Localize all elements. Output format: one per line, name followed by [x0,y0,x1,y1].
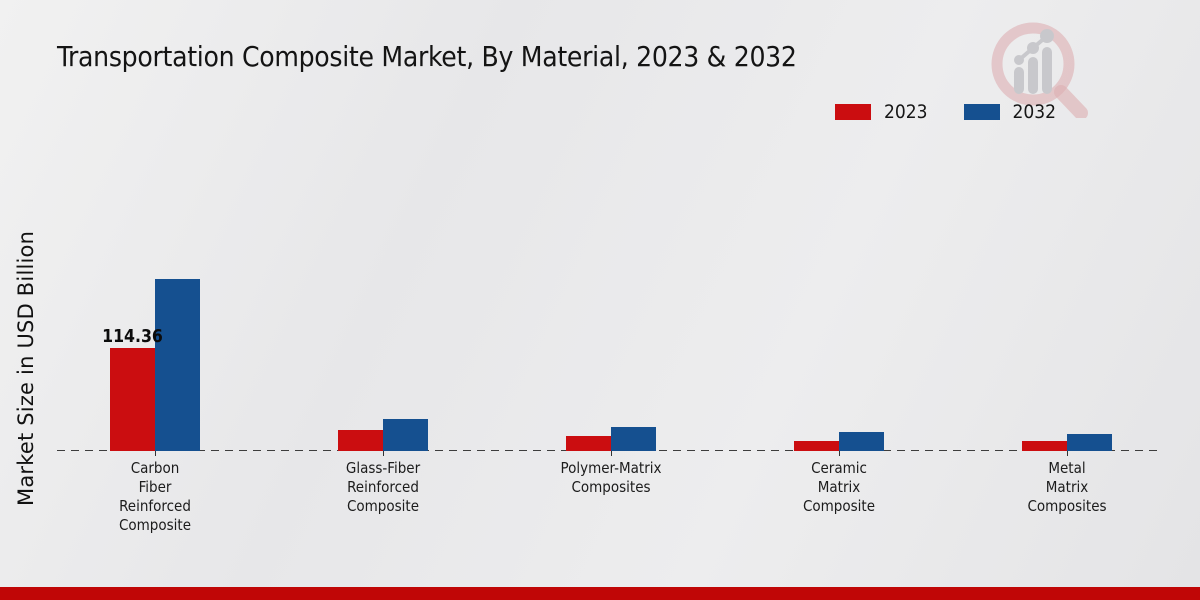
bar-2032-category-4 [1067,434,1112,451]
bar-2032-category-2 [611,427,656,451]
bar-2023-category-3 [794,441,839,451]
x-axis-tick [155,451,156,456]
x-axis-label: Carbon Fiber Reinforced Composite [118,459,192,534]
x-axis-tick [839,451,840,456]
bar-value-label: 114.36 [102,327,163,347]
bar-2032-category-0 [155,279,200,451]
magnifier-bar-chart-watermark-logo [991,22,1088,118]
bar-2023-category-4 [1022,441,1067,451]
x-axis-label: Ceramic Matrix Composite [802,459,876,515]
x-axis-label: Metal Matrix Composites [1027,459,1107,515]
bar-2032-category-3 [839,432,884,451]
legend-swatch-2032 [963,104,1000,120]
legend-label-2023: 2023 [884,101,928,123]
x-axis-label: Glass-Fiber Reinforced Composite [345,459,421,515]
bar-2032-category-1 [383,419,428,451]
bar-2023-category-0 [110,348,155,451]
legend-item-2032: 2032 [963,101,1057,123]
chart-title: Transportation Composite Market, By Mate… [57,40,797,73]
footer-accent-bar [0,587,1200,600]
x-axis-label: Polymer-Matrix Composites [560,459,662,496]
x-axis-tick [1067,451,1068,456]
bar-2023-category-1 [338,430,383,451]
legend-item-2023: 2023 [835,101,928,123]
bar-2023-category-2 [566,436,611,451]
legend-label-2032: 2032 [1012,101,1057,123]
legend: 2023 2032 [835,101,1056,123]
x-axis-tick [611,451,612,456]
legend-swatch-2023 [835,104,871,120]
x-axis-tick [383,451,384,456]
